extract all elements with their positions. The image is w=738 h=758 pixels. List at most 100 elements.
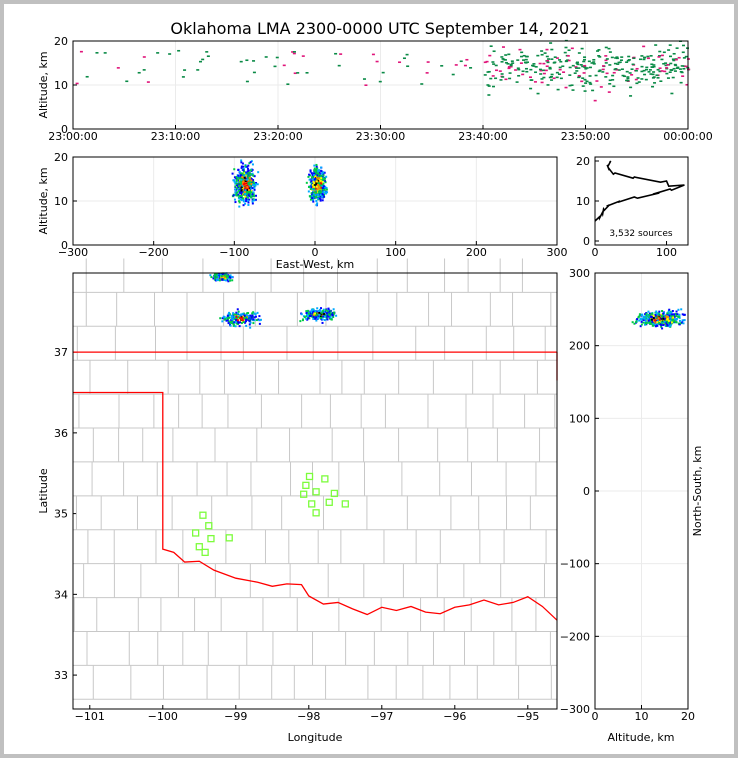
source-density-cell [253, 316, 256, 319]
source-density-cell [251, 198, 254, 201]
source-point [596, 50, 600, 52]
source-density-cell [324, 191, 327, 194]
source-point [604, 62, 608, 64]
source-point [608, 79, 612, 82]
lma-station-marker [205, 522, 213, 530]
x-tick-label: 300 [547, 246, 568, 259]
source-point [550, 58, 554, 60]
source-point [245, 59, 249, 62]
source-density-cell [311, 315, 314, 318]
lma-station-marker [321, 475, 329, 483]
source-point [671, 76, 675, 79]
source-density-cell [247, 192, 250, 195]
source-density-cell [234, 185, 237, 188]
plot-frame [72, 40, 689, 130]
y-tick-label: −100 [560, 558, 590, 571]
source-point [459, 60, 463, 63]
source-point [652, 71, 656, 73]
source-point [239, 60, 243, 63]
source-point [538, 68, 542, 71]
source-density-cell [255, 181, 258, 184]
source-density-cell [246, 189, 249, 192]
source-point [636, 77, 640, 79]
source-point [615, 56, 619, 58]
source-point [539, 73, 543, 75]
lma-station-marker [195, 543, 203, 551]
source-point [653, 82, 657, 84]
source-density-cell [313, 183, 316, 186]
source-density-cell [251, 202, 254, 205]
source-point [177, 49, 181, 52]
source-point [613, 62, 617, 65]
source-density-cell [227, 316, 230, 319]
source-density-cell [324, 181, 327, 184]
source-density-cell [246, 170, 249, 173]
source-density-cell [647, 317, 650, 320]
source-density-cell [248, 323, 251, 326]
source-point [682, 65, 686, 67]
source-density-cell [228, 316, 231, 319]
source-density-cell [662, 312, 665, 315]
source-density-cell [310, 311, 313, 314]
source-point [605, 72, 609, 75]
source-density-cell [638, 314, 641, 317]
source-density-cell [315, 319, 318, 322]
source-density-cell [681, 321, 684, 324]
source-density-cell [652, 315, 655, 318]
source-density-cell [258, 322, 261, 325]
source-point [589, 83, 593, 85]
source-density-cell [236, 178, 239, 181]
source-density-cell [322, 182, 325, 185]
source-point [521, 70, 525, 73]
source-density-cell [244, 164, 247, 167]
source-point [196, 69, 200, 71]
source-density-cell [246, 173, 249, 176]
source-density-cell [315, 182, 318, 185]
source-point [669, 62, 673, 65]
source-density-cell [321, 187, 324, 190]
source-density-cell [668, 308, 671, 311]
source-density-cell [229, 274, 232, 277]
source-density-cell [232, 318, 235, 321]
y-axis-label-latitude: Latitude [37, 468, 50, 514]
source-density-cell [247, 185, 250, 188]
source-density-cell [244, 190, 247, 193]
source-density-cell [322, 174, 325, 177]
source-density-cell [315, 195, 318, 198]
source-density-cell [303, 316, 306, 319]
source-density-cell [671, 317, 674, 320]
source-density-cell [328, 315, 331, 318]
source-density-cell [311, 186, 314, 189]
source-density-cell [305, 317, 308, 320]
source-density-cell [248, 198, 251, 201]
source-point [521, 73, 525, 76]
source-density-cell [305, 181, 308, 184]
source-point [545, 48, 549, 51]
source-point [579, 64, 583, 66]
x-tick-label: −100 [219, 246, 249, 259]
source-density-cell [312, 194, 315, 197]
source-density-cell [236, 322, 239, 325]
y-tick-label: 0 [583, 235, 590, 248]
source-point [582, 60, 586, 63]
source-point [542, 76, 546, 79]
source-density-cell [243, 174, 246, 177]
source-density-cell [325, 188, 328, 191]
source-density-cell [244, 187, 247, 190]
source-point [205, 51, 209, 53]
source-density-cell [324, 185, 327, 188]
source-point [301, 55, 305, 57]
source-point [142, 56, 146, 58]
source-density-cell [227, 274, 230, 277]
source-point [582, 72, 586, 74]
source-density-cell [250, 179, 253, 182]
source-density-cell [312, 200, 315, 203]
source-density-cell [665, 318, 668, 321]
source-point [681, 44, 685, 47]
source-point [181, 76, 185, 78]
y-tick-label: 20 [576, 155, 590, 168]
source-point [598, 56, 602, 58]
source-density-cell [633, 322, 636, 325]
source-density-cell [329, 317, 332, 320]
source-density-cell [320, 184, 323, 187]
